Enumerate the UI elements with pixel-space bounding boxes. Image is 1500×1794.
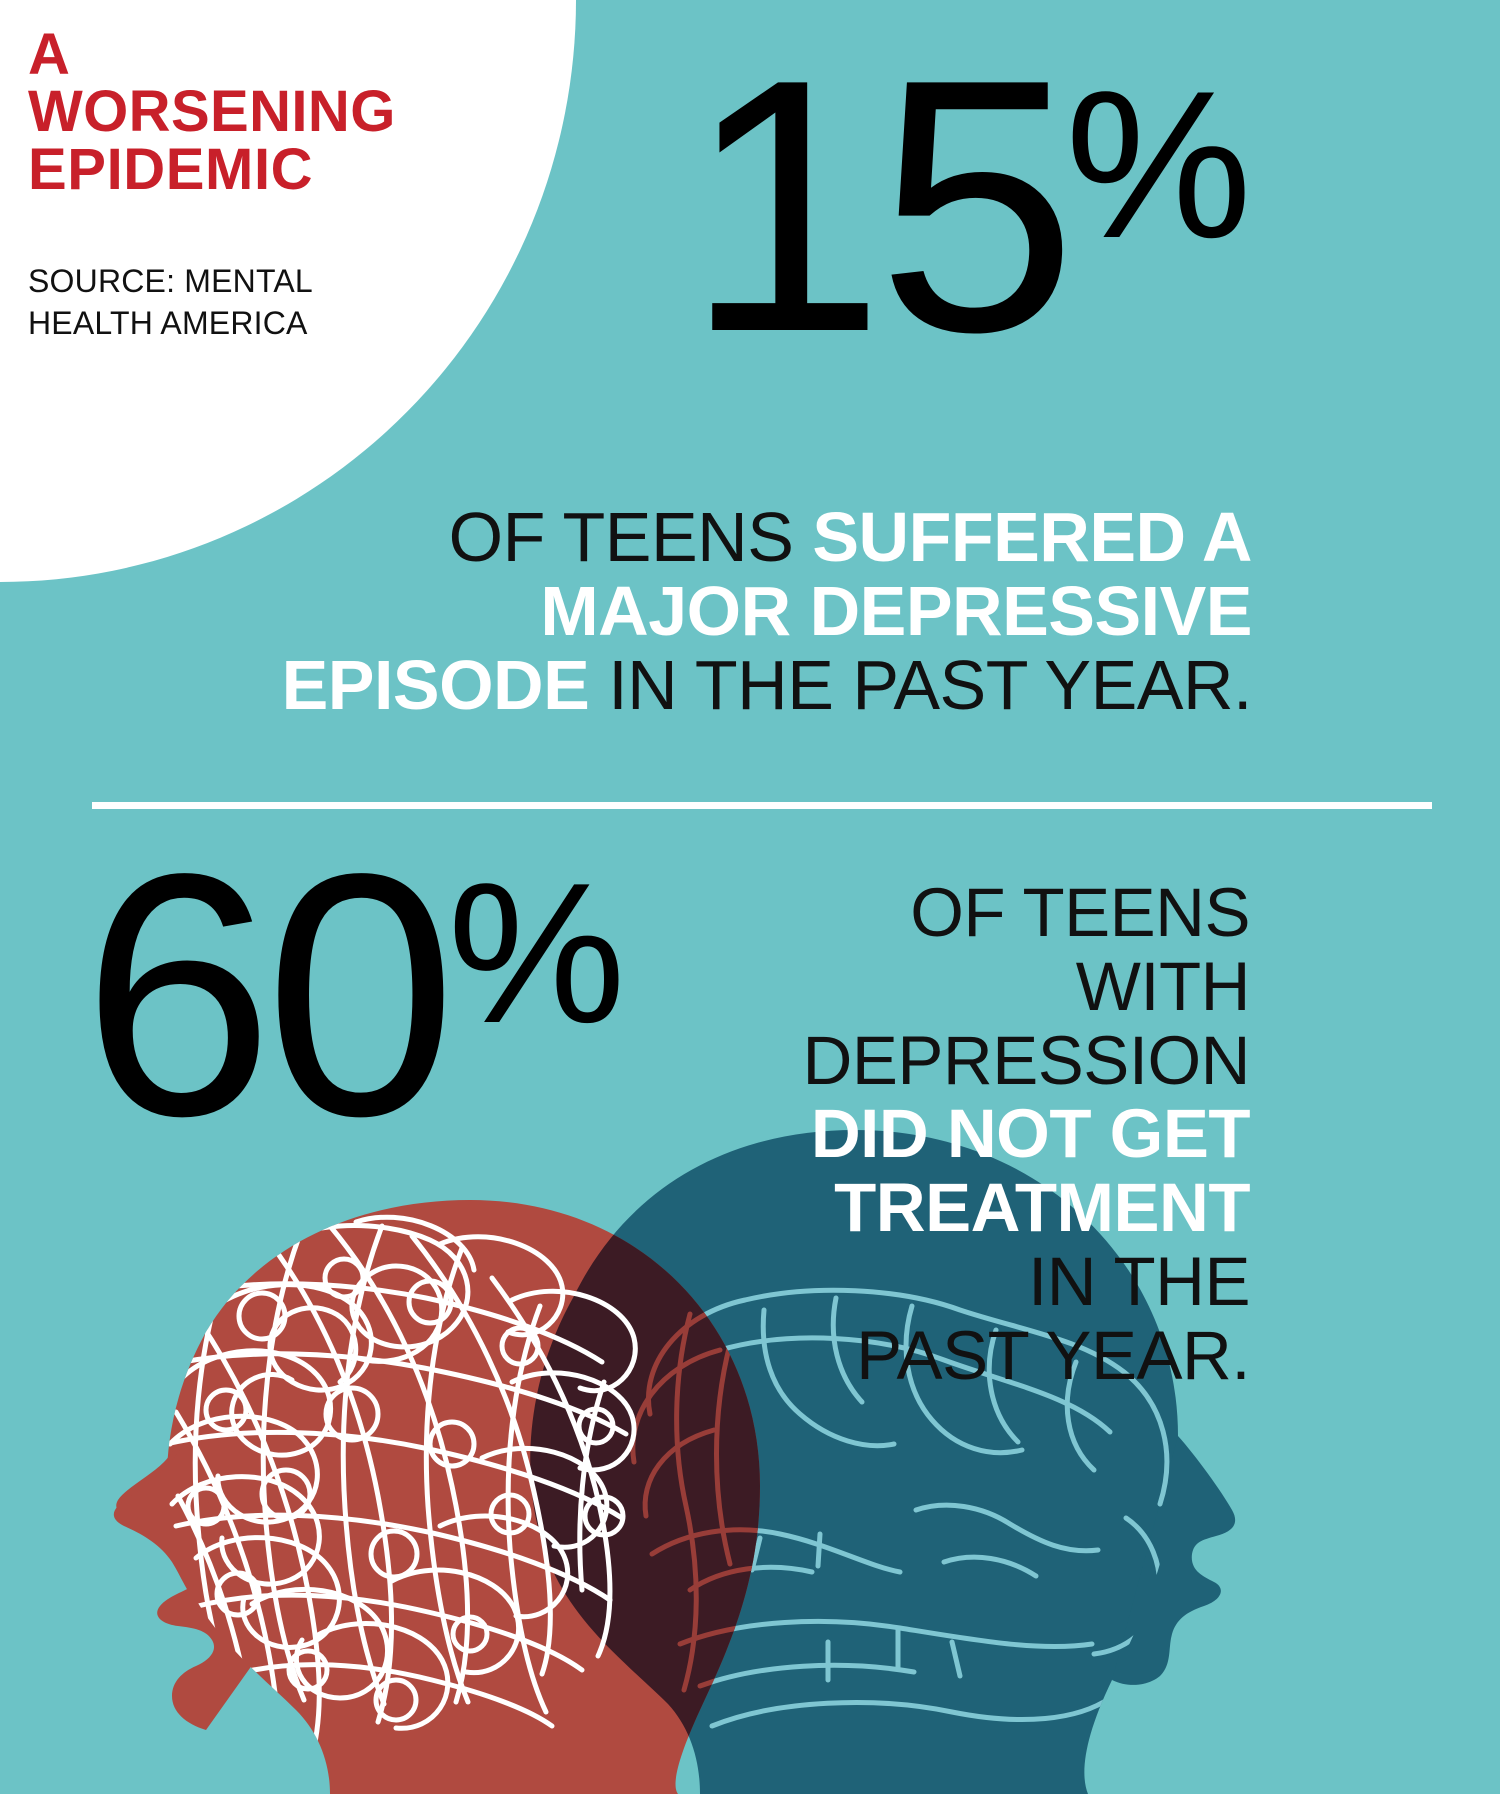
source-credit-line-1: SOURCE: MENTAL bbox=[28, 263, 313, 300]
stat-60-line-7: PAST YEAR. bbox=[856, 1316, 1250, 1394]
stat-60-number: 60 bbox=[82, 803, 457, 1188]
header-content: A WORSENING EPIDEMIC SOURCE: MENTAL HEAL… bbox=[28, 22, 548, 345]
stat-60-line-3: DEPRESSION bbox=[802, 1021, 1251, 1099]
stat-60-line-1: OF TEENS bbox=[910, 874, 1250, 951]
two-head-profiles-illustration bbox=[0, 1114, 1500, 1794]
page-title-line-1: A bbox=[28, 22, 71, 87]
stat-60-line-2: WITH bbox=[1075, 947, 1251, 1025]
page-title-line-3: EPIDEMIC bbox=[28, 136, 314, 202]
source-credit: SOURCE: MENTAL HEALTH AMERICA bbox=[28, 260, 548, 344]
stat-15-figure: 15 % bbox=[684, 5, 1252, 407]
stat-60-percent-symbol: % bbox=[447, 842, 626, 1065]
stat-15-text-part-1: OF TEENS bbox=[448, 498, 813, 576]
stat-60-description: OF TEENS WITH DEPRESSION DID NOT GET TRE… bbox=[690, 874, 1251, 1394]
source-credit-line-2: HEALTH AMERICA bbox=[28, 305, 308, 342]
stat-15-text-part-3: IN THE PAST YEAR. bbox=[608, 646, 1252, 725]
stat-15-text-part-2: SUFFERED A MAJOR DEPRESSIVE EPISODE bbox=[281, 498, 1253, 725]
stat-60-line-4: DID NOT GET bbox=[810, 1095, 1251, 1173]
stat-15-number: 15 bbox=[684, 5, 1077, 407]
stat-60-line-6: IN THE bbox=[1028, 1243, 1250, 1321]
stat-60-line-5: TREATMENT bbox=[834, 1169, 1250, 1247]
stat-60-figure: 60 % bbox=[82, 803, 626, 1188]
page-title-line-2: WORSENING bbox=[28, 79, 396, 145]
tangled-brain-icon bbox=[166, 1214, 638, 1783]
stat-15-description: OF TEENS SUFFERED A MAJOR DEPRESSIVE EPI… bbox=[250, 498, 1253, 725]
section-divider bbox=[92, 802, 1432, 809]
page-title: A WORSENING EPIDEMIC bbox=[28, 22, 548, 202]
stat-15-percent-symbol: % bbox=[1065, 47, 1252, 282]
